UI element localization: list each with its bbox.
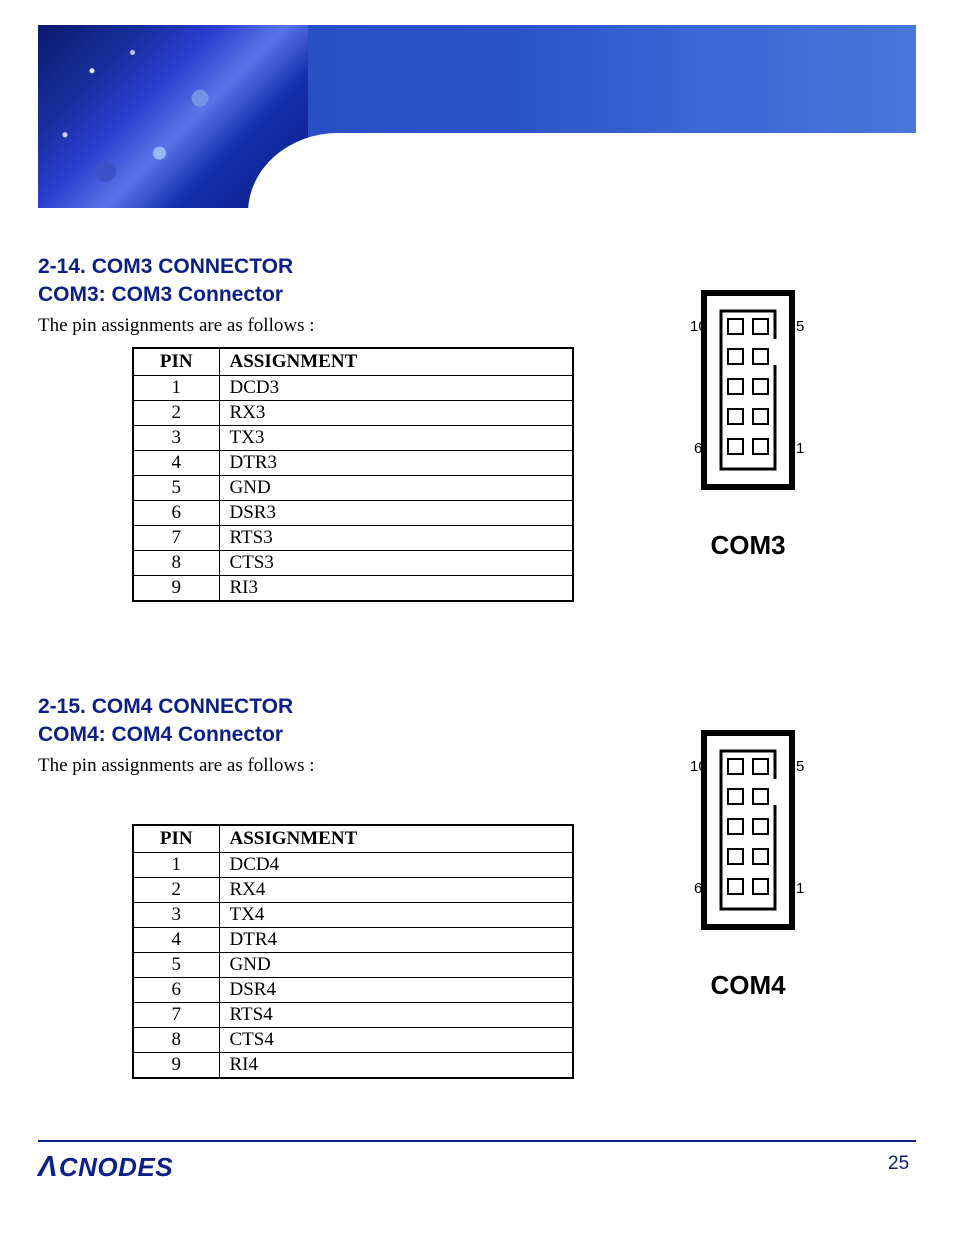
- cell-pin: 7: [133, 526, 219, 551]
- table-header-row: PIN ASSIGNMENT: [133, 348, 573, 376]
- cell-pin: 5: [133, 953, 219, 978]
- page-content: 2-14. COM3 CONNECTOR COM3: COM3 Connecto…: [38, 25, 916, 1165]
- section1-subtitle: The pin assignments are as follows :: [38, 315, 315, 337]
- table-row: 3TX4: [133, 903, 573, 928]
- cell-assignment: DTR3: [219, 451, 573, 476]
- footer-brand-logo: ΛCNODES: [38, 1151, 173, 1184]
- pin-label-bottom-left: 6: [694, 440, 702, 457]
- section2-pin-table: PIN ASSIGNMENT 1DCD4 2RX4 3TX4 4DTR4 5GN…: [132, 824, 574, 1079]
- pin-label-top-right: 5: [796, 758, 804, 775]
- cell-assignment: RTS3: [219, 526, 573, 551]
- pin-label-bottom-left: 6: [694, 880, 702, 897]
- section2-subtitle: The pin assignments are as follows :: [38, 755, 315, 777]
- table-row: 8CTS4: [133, 1028, 573, 1053]
- cell-assignment: CTS4: [219, 1028, 573, 1053]
- header-banner: [38, 25, 916, 208]
- table-row: 9RI3: [133, 576, 573, 601]
- table-row: 4DTR4: [133, 928, 573, 953]
- cell-pin: 4: [133, 928, 219, 953]
- table-row: 9RI4: [133, 1053, 573, 1078]
- cell-pin: 7: [133, 1003, 219, 1028]
- cell-pin: 9: [133, 1053, 219, 1078]
- table-row: 5GND: [133, 476, 573, 501]
- cell-assignment: CTS3: [219, 551, 573, 576]
- table-row: 1DCD3: [133, 376, 573, 401]
- table-header-assignment: ASSIGNMENT: [219, 348, 573, 376]
- cell-assignment: DCD3: [219, 376, 573, 401]
- section1-title-line2: COM3: COM3 Connector: [38, 283, 283, 307]
- pin-label-bottom-right: 1: [796, 880, 804, 897]
- cell-pin: 6: [133, 978, 219, 1003]
- table-row: 6DSR3: [133, 501, 573, 526]
- brand-text: CNODES: [59, 1152, 173, 1182]
- cell-assignment: DSR3: [219, 501, 573, 526]
- table-row: 8CTS3: [133, 551, 573, 576]
- section1-title-line1: 2-14. COM3 CONNECTOR: [38, 255, 293, 279]
- table-header-pin: PIN: [133, 825, 219, 853]
- table-row: 7RTS4: [133, 1003, 573, 1028]
- pin-label-top-right: 5: [796, 318, 804, 335]
- table-row: 3TX3: [133, 426, 573, 451]
- section2-connector-diagram: 10 5 6 1 COM4: [678, 727, 818, 1001]
- section1-pin-table: PIN ASSIGNMENT 1DCD3 2RX3 3TX3 4DTR3 5GN…: [132, 347, 574, 602]
- table-row: 6DSR4: [133, 978, 573, 1003]
- cell-assignment: RI3: [219, 576, 573, 601]
- cell-pin: 8: [133, 1028, 219, 1053]
- cell-pin: 4: [133, 451, 219, 476]
- table-row: 2RX4: [133, 878, 573, 903]
- table-row: 1DCD4: [133, 853, 573, 878]
- cell-assignment: DTR4: [219, 928, 573, 953]
- cell-pin: 2: [133, 401, 219, 426]
- cell-assignment: RX3: [219, 401, 573, 426]
- cell-pin: 1: [133, 853, 219, 878]
- banner-curve: [248, 133, 916, 208]
- section1-connector-diagram: 10 5 6 1 COM3: [678, 287, 818, 561]
- cell-pin: 2: [133, 878, 219, 903]
- cell-assignment: TX3: [219, 426, 573, 451]
- pin-label-top-left: 10: [690, 758, 707, 775]
- table-row: 4DTR3: [133, 451, 573, 476]
- cell-assignment: RI4: [219, 1053, 573, 1078]
- cell-assignment: GND: [219, 953, 573, 978]
- page-number: 25: [888, 1153, 909, 1175]
- cell-pin: 6: [133, 501, 219, 526]
- table-header-pin: PIN: [133, 348, 219, 376]
- table-header-assignment: ASSIGNMENT: [219, 825, 573, 853]
- section2-title-line2: COM4: COM4 Connector: [38, 723, 283, 747]
- cell-pin: 5: [133, 476, 219, 501]
- cell-assignment: RTS4: [219, 1003, 573, 1028]
- cell-pin: 3: [133, 426, 219, 451]
- connector-svg-icon: 10 5 6 1: [678, 287, 818, 517]
- cell-assignment: GND: [219, 476, 573, 501]
- table-row: 2RX3: [133, 401, 573, 426]
- table-row: 7RTS3: [133, 526, 573, 551]
- pin-label-bottom-right: 1: [796, 440, 804, 457]
- table-row: 5GND: [133, 953, 573, 978]
- cell-pin: 3: [133, 903, 219, 928]
- section2-title-line1: 2-15. COM4 CONNECTOR: [38, 695, 293, 719]
- connector-label: COM4: [678, 970, 818, 1001]
- cell-pin: 8: [133, 551, 219, 576]
- cell-assignment: TX4: [219, 903, 573, 928]
- pin-label-top-left: 10: [690, 318, 707, 335]
- cell-assignment: RX4: [219, 878, 573, 903]
- table-header-row: PIN ASSIGNMENT: [133, 825, 573, 853]
- footer-divider: [38, 1140, 916, 1142]
- cell-pin: 1: [133, 376, 219, 401]
- cell-assignment: DSR4: [219, 978, 573, 1003]
- connector-svg-icon: 10 5 6 1: [678, 727, 818, 957]
- cell-assignment: DCD4: [219, 853, 573, 878]
- brand-lambda-icon: Λ: [38, 1151, 59, 1183]
- cell-pin: 9: [133, 576, 219, 601]
- connector-label: COM3: [678, 530, 818, 561]
